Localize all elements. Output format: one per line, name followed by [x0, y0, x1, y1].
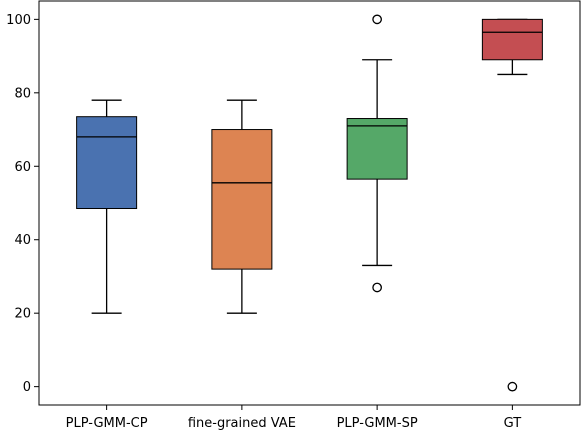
box-iqr [211, 129, 273, 270]
y-tick-label: 80 [14, 86, 31, 101]
y-tick-label: 0 [23, 380, 31, 395]
y-tick-label: 100 [6, 13, 31, 28]
box-group [76, 99, 138, 314]
outlier-point [372, 282, 382, 293]
y-tick-label: 40 [14, 233, 31, 248]
y-axis: 0 20 40 60 80 100 [6, 13, 39, 395]
box-group [481, 18, 543, 392]
box-iqr [481, 18, 543, 61]
box-group [346, 14, 408, 293]
box-iqr [346, 118, 408, 180]
y-tick-label: 60 [14, 160, 31, 175]
boxes-layer [76, 14, 543, 392]
x-axis: PLP-GMM-CP fine-grained VAE PLP-GMM-SP GT [66, 405, 522, 431]
x-tick-label: fine-grained VAE [188, 416, 296, 431]
outlier-point [372, 14, 382, 25]
box-group [211, 99, 273, 314]
y-tick-label: 20 [14, 307, 31, 322]
outlier-point [507, 381, 518, 392]
x-tick-label: PLP-GMM-SP [337, 416, 418, 431]
x-tick-label: PLP-GMM-CP [66, 416, 148, 431]
box-iqr [76, 116, 138, 210]
x-tick-label: GT [504, 416, 522, 431]
